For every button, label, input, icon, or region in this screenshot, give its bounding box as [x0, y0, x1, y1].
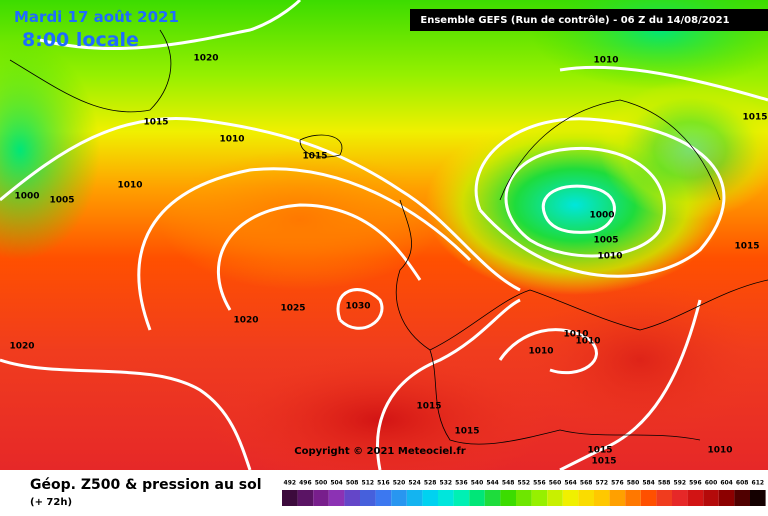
scale-label: 532: [440, 480, 453, 487]
scale-label: 592: [674, 480, 687, 487]
isobar-label: 1020: [193, 54, 218, 64]
copyright: Copyright © 2021 Meteociel.fr: [294, 446, 465, 457]
scale-label: 528: [424, 480, 437, 487]
isobar-label: 1010: [563, 330, 588, 340]
scale-swatch: [562, 490, 579, 506]
isobar-label: 1015: [454, 427, 479, 437]
scale-swatch: [297, 490, 314, 506]
isobar-label: 1030: [345, 302, 370, 312]
scale-swatch: [469, 490, 485, 506]
scale-label: 588: [658, 480, 671, 487]
run-banner: [410, 9, 768, 31]
scale-swatch: [422, 490, 438, 506]
isobar-label: 1020: [233, 316, 258, 326]
color-scale: 492 496 500 504 508 512 516 520 524 528 532 536 540 5…: [282, 480, 766, 506]
footer-title: Géop. Z500 & pression au sol: [30, 477, 262, 493]
scale-swatch: [625, 490, 641, 506]
isobars: [0, 0, 768, 470]
scale-swatch: [391, 490, 407, 506]
scale-label: 604: [720, 480, 733, 487]
scale-swatch: [609, 490, 626, 506]
scale-swatch: [750, 490, 766, 506]
scale-label: 536: [455, 480, 468, 487]
scale-label: 544: [486, 480, 499, 487]
scale-swatch: [344, 490, 360, 506]
isobar-label: 1010: [597, 252, 622, 262]
isobar-labels: 1020 1010 1015 1010 1015 1010 1000 1005 1015 1000…: [9, 54, 767, 467]
scale-label: 560: [549, 480, 562, 487]
scale-label: 596: [689, 480, 702, 487]
scale-label: 552: [518, 480, 531, 487]
isobar-label: 1010: [707, 446, 732, 456]
scale-label: 540: [471, 480, 484, 487]
scale-label: 600: [705, 480, 718, 487]
scale-swatch: [547, 490, 563, 506]
scale-swatch: [453, 490, 470, 506]
scale-label: 584: [642, 480, 655, 487]
isobar-label: 1010: [117, 181, 142, 191]
isobar-label: 1000: [14, 192, 39, 202]
scale-swatch: [516, 490, 532, 506]
scale-swatch: [313, 490, 329, 506]
scale-swatch: [438, 490, 454, 506]
scale-label: 508: [346, 480, 359, 487]
date: Mardi 17 août 2021: [14, 8, 179, 26]
scale-label: 576: [611, 480, 624, 487]
isobar-label: 1010: [575, 337, 600, 347]
isobar-label: 1005: [593, 236, 618, 246]
scale-label: 612: [752, 480, 765, 487]
scale-label: 572: [596, 480, 609, 487]
scale-swatch: [578, 490, 594, 506]
isobar-label: 1025: [280, 304, 305, 314]
footer-lead: (+ 72h): [30, 497, 72, 508]
isobar-label: 1015: [591, 457, 616, 467]
scale-label: 492: [284, 480, 297, 487]
scale-label: 520: [393, 480, 406, 487]
scale-label: 608: [736, 480, 749, 487]
scale-label: 496: [299, 480, 312, 487]
isobar-label: 1015: [302, 152, 327, 162]
scale-label: 568: [580, 480, 593, 487]
scale-swatch: [375, 490, 392, 506]
isobar-label: 1010: [593, 56, 618, 66]
scale-label: 580: [627, 480, 640, 487]
scale-swatch: [328, 490, 345, 506]
isobar-label: 1010: [528, 347, 553, 357]
scale-swatch: [656, 490, 672, 506]
scale-swatch: [282, 490, 298, 506]
scale-label: 556: [533, 480, 546, 487]
scale-swatch: [672, 490, 688, 506]
scale-label: 564: [564, 480, 577, 487]
scale-swatch: [360, 490, 376, 506]
isobar-label: 1010: [219, 135, 244, 145]
isobar-label: 1015: [143, 118, 168, 128]
scale-swatch: [687, 490, 704, 506]
isobar-label: 1015: [742, 113, 767, 123]
scale-swatch: [734, 490, 750, 506]
scale-swatch: [484, 490, 501, 506]
scale-swatch: [531, 490, 548, 506]
scale-label: 512: [362, 480, 375, 487]
coastlines: [9, 29, 768, 445]
scale-label: 516: [377, 480, 390, 487]
scale-label: 524: [408, 480, 421, 487]
time: 8:00 locale: [22, 29, 139, 51]
isobar-label: 1005: [49, 196, 74, 206]
scale-swatch: [406, 490, 423, 506]
scale-swatch: [718, 490, 735, 506]
isobar-label: 1000: [589, 211, 614, 221]
scale-swatch: [703, 490, 719, 506]
scale-label: 504: [330, 480, 343, 487]
isobar-label: 1015: [587, 446, 612, 456]
scale-label: 500: [315, 480, 328, 487]
isobar-label: 1015: [734, 242, 759, 252]
run-info: Ensemble GEFS (Run de contrôle) - 06 Z d…: [420, 14, 729, 26]
isobar-label: 1015: [416, 402, 441, 412]
scale-swatch: [594, 490, 610, 506]
scale-swatch: [640, 490, 657, 506]
scale-label: 548: [502, 480, 515, 487]
isobar-label: 1020: [9, 342, 34, 352]
scale-swatch: [500, 490, 516, 506]
